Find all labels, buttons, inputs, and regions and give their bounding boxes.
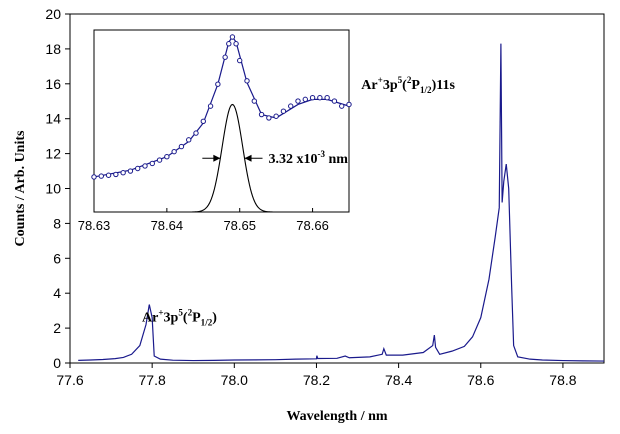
annotation-ar-11s-part: )11s — [432, 78, 456, 93]
inset-x-tick-label: 78.66 — [296, 218, 329, 233]
measured-point — [226, 41, 232, 47]
measured-point — [233, 41, 239, 47]
y-tick-label: 0 — [53, 355, 61, 371]
annotation-ar-11s-part: ( — [402, 78, 407, 93]
measured-point — [178, 143, 185, 150]
fwhm-arrowhead-left — [213, 154, 221, 162]
inset-x-tick-label: 78.63 — [78, 218, 111, 233]
measured-point — [309, 95, 316, 101]
measured-point — [288, 103, 294, 109]
measured-point — [266, 115, 272, 121]
measured-point — [215, 81, 221, 87]
y-tick-label: 6 — [53, 250, 61, 266]
inset-frame — [93, 29, 350, 213]
y-tick-label: 10 — [45, 181, 61, 197]
fwhm-arrowhead-right — [244, 154, 252, 162]
y-tick-label: 8 — [53, 215, 61, 231]
measured-point — [98, 173, 104, 179]
measured-point — [295, 98, 301, 104]
x-tick-label: 77.8 — [139, 372, 166, 388]
annotation-ar-p12-part: ( — [183, 311, 188, 326]
annotation-ar-11s: Ar+3p5(2P1/2)11s — [361, 75, 455, 95]
measured-point — [317, 95, 323, 101]
measured-point — [113, 171, 119, 178]
y-tick-label: 12 — [45, 146, 61, 162]
fwhm-label-part: 3.32 x10 — [269, 152, 318, 167]
annotation-ar-11s-part: 2 — [407, 75, 412, 85]
annotation-ar-p12-part: 1/2 — [201, 318, 213, 328]
measured-point — [149, 160, 155, 167]
x-tick-label: 78.2 — [303, 372, 330, 388]
x-axis-label: Wavelength / nm — [286, 409, 387, 424]
annotation-ar-p12-part: + — [158, 308, 163, 318]
measured-point — [280, 108, 287, 114]
measured-point — [222, 54, 228, 60]
x-tick-label: 78.6 — [467, 372, 494, 388]
y-tick-label: 14 — [45, 111, 61, 127]
measured-point — [164, 154, 170, 160]
inset-x-tick-label: 78.65 — [223, 218, 256, 233]
fwhm-label: 3.32 x10-3 nm — [269, 149, 349, 167]
annotation-ar-p12-part: 5 — [178, 308, 183, 318]
measured-point — [91, 174, 97, 180]
y-tick-label: 20 — [45, 6, 61, 22]
inset-x-tick-label: 78.64 — [151, 218, 184, 233]
annotation-ar-p12-part: 3p — [164, 311, 179, 326]
measured-point — [331, 98, 338, 104]
y-tick-label: 2 — [53, 320, 61, 336]
measured-point — [186, 137, 192, 143]
y-tick-label: 16 — [45, 76, 61, 92]
x-tick-label: 78.0 — [221, 372, 248, 388]
measured-point — [244, 78, 250, 84]
annotation-ar-p12-part: P — [192, 311, 201, 326]
y-axis-label: Counts / Arb. Units — [13, 130, 28, 246]
measured-point — [258, 111, 265, 118]
measured-point — [156, 157, 163, 163]
measured-point — [229, 34, 236, 40]
measured-point — [251, 98, 257, 104]
measured-point — [339, 103, 345, 109]
gaussian-fit-line — [192, 103, 273, 213]
measured-point — [105, 172, 112, 178]
annotation-ar-p12-part: 2 — [188, 308, 193, 318]
annotation-ar-11s-part: Ar — [361, 78, 377, 93]
fwhm-label-part: -3 — [318, 149, 326, 159]
y-tick-label: 18 — [45, 41, 61, 57]
x-tick-label: 78.4 — [385, 372, 412, 388]
inset-group: 78.63 78.64 78.65 78.66 — [78, 29, 352, 233]
annotation-ar-p12-part: Ar — [142, 311, 158, 326]
measured-point — [346, 101, 352, 108]
measured-point — [171, 148, 177, 155]
measured-point — [302, 96, 308, 103]
measured-point — [200, 118, 206, 125]
annotation-ar-11s-part: P — [411, 78, 420, 93]
y-tick-label: 4 — [53, 285, 61, 301]
measured-point — [127, 168, 134, 174]
annotation-ar-p12: Ar+3p5(2P1/2) — [142, 308, 217, 328]
spectrum-line — [78, 43, 605, 362]
measured-point — [135, 165, 141, 172]
measured-point — [142, 163, 148, 169]
annotation-ar-p12-part: ) — [212, 311, 217, 326]
x-tick-label: 78.8 — [549, 372, 576, 388]
annotation-ar-11s-part: 5 — [398, 75, 403, 85]
annotation-ar-11s-part: + — [378, 75, 383, 85]
annotation-ar-11s-part: 1/2 — [420, 85, 432, 95]
measured-point — [207, 103, 214, 109]
measured-point — [237, 57, 243, 64]
annotation-ar-11s-part: 3p — [383, 78, 398, 93]
measured-point — [324, 95, 330, 101]
measured-point — [273, 113, 279, 119]
x-tick-label: 77.6 — [56, 372, 83, 388]
fwhm-label-part: nm — [325, 152, 348, 167]
measured-point — [193, 130, 199, 136]
measured-point — [120, 170, 126, 176]
